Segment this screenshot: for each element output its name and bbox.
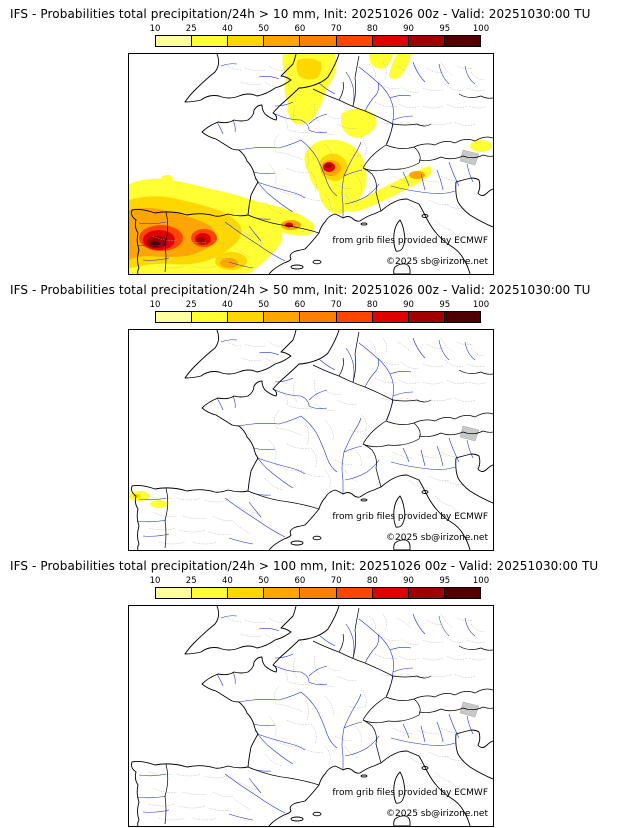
colorbar-segment [335, 588, 372, 598]
colorbar-segment [191, 36, 228, 46]
colorbar-tick: 80 [366, 24, 378, 34]
attribution-text: from grib files provided by ECMWF [332, 512, 488, 522]
colorbar-segment [191, 588, 228, 598]
copyright-text: ©2025 sb@irizone.net [386, 809, 488, 819]
colorbar-segment [191, 312, 228, 322]
map-svg [129, 54, 493, 274]
colorbar-segment [227, 588, 264, 598]
colorbar-segment [156, 312, 192, 322]
attribution-text: from grib files provided by ECMWF [332, 788, 488, 798]
copyright-text: ©2025 sb@irizone.net [386, 533, 488, 543]
colorbar-bar [155, 35, 481, 47]
colorbar-tick: 70 [330, 300, 342, 310]
colorbar-tick: 90 [403, 300, 414, 310]
colorbar-tick: 10 [149, 300, 161, 310]
colorbar: 10 25 40 50 60 70 80 90 95 100 [150, 576, 490, 599]
colorbar-ticks: 10 25 40 50 60 70 80 90 95 100 [150, 300, 490, 311]
panel-title: IFS - Probabilities total precipitation/… [10, 283, 591, 297]
colorbar-segment [263, 312, 300, 322]
map-svg [129, 330, 493, 550]
colorbar-tick: 60 [294, 300, 306, 310]
colorbar-ticks: 10 25 40 50 60 70 80 90 95 100 [150, 576, 490, 587]
colorbar-tick: 25 [185, 300, 197, 310]
colorbar-tick: 100 [472, 24, 490, 34]
colorbar-bar [155, 587, 481, 599]
colorbar-segment [263, 36, 300, 46]
colorbar-tick: 50 [258, 576, 270, 586]
colorbar-segment [227, 312, 264, 322]
colorbar-tick: 50 [258, 300, 270, 310]
colorbar-tick: 50 [258, 24, 270, 34]
colorbar-segment [407, 588, 444, 598]
colorbar-tick: 80 [366, 576, 378, 586]
colorbar: 10 25 40 50 60 70 80 90 95 100 [150, 24, 490, 47]
colorbar-segment [299, 36, 336, 46]
map-10mm: from grib files provided by ECMWF ©2025 … [128, 53, 494, 275]
colorbar-tick: 60 [294, 24, 306, 34]
panel-50mm: IFS - Probabilities total precipitation/… [0, 276, 630, 552]
colorbar-segment [299, 312, 336, 322]
colorbar-segment [335, 36, 372, 46]
colorbar-segment [371, 588, 408, 598]
colorbar-tick: 95 [439, 24, 451, 34]
colorbar-tick: 80 [366, 300, 378, 310]
panel-title: IFS - Probabilities total precipitation/… [10, 559, 599, 573]
colorbar-segment [263, 588, 300, 598]
colorbar-tick: 100 [472, 576, 490, 586]
colorbar-tick: 40 [222, 24, 233, 34]
copyright-text: ©2025 sb@irizone.net [386, 257, 488, 267]
colorbar-tick: 70 [330, 24, 342, 34]
colorbar-segment [335, 312, 372, 322]
colorbar-tick: 25 [185, 24, 197, 34]
colorbar-ticks: 10 25 40 50 60 70 80 90 95 100 [150, 24, 490, 35]
panel-title: IFS - Probabilities total precipitation/… [10, 7, 591, 21]
colorbar-tick: 95 [439, 300, 451, 310]
colorbar-segment [371, 312, 408, 322]
panel-10mm: IFS - Probabilities total precipitation/… [0, 0, 630, 276]
colorbar-segment [443, 312, 480, 322]
colorbar-segment [443, 588, 480, 598]
colorbar: 10 25 40 50 60 70 80 90 95 100 [150, 300, 490, 323]
map-100mm: from grib files provided by ECMWF ©2025 … [128, 605, 494, 827]
colorbar-segment [407, 36, 444, 46]
attribution-text: from grib files provided by ECMWF [332, 236, 488, 246]
precip-overlay-10mm [129, 54, 492, 274]
colorbar-bar [155, 311, 481, 323]
colorbar-tick: 25 [185, 576, 197, 586]
colorbar-tick: 10 [149, 24, 161, 34]
colorbar-tick: 70 [330, 576, 342, 586]
colorbar-tick: 95 [439, 576, 451, 586]
colorbar-segment [156, 36, 192, 46]
colorbar-tick: 40 [222, 300, 233, 310]
colorbar-segment [407, 312, 444, 322]
colorbar-segment [443, 36, 480, 46]
colorbar-tick: 100 [472, 300, 490, 310]
colorbar-tick: 40 [222, 576, 233, 586]
colorbar-tick: 10 [149, 576, 161, 586]
colorbar-tick: 90 [403, 24, 414, 34]
colorbar-segment [299, 588, 336, 598]
colorbar-tick: 90 [403, 576, 414, 586]
colorbar-segment [227, 36, 264, 46]
colorbar-segment [156, 588, 192, 598]
colorbar-segment [371, 36, 408, 46]
panel-100mm: IFS - Probabilities total precipitation/… [0, 552, 630, 828]
colorbar-tick: 60 [294, 576, 306, 586]
map-50mm: from grib files provided by ECMWF ©2025 … [128, 329, 494, 551]
